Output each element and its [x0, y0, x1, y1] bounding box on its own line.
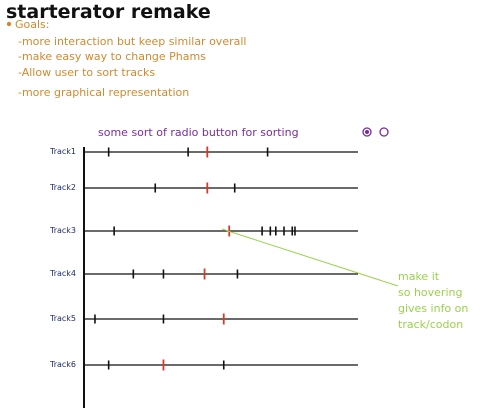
- goal-item: -Allow user to sort tracks: [18, 66, 155, 79]
- sort-radio-button-1[interactable]: [363, 128, 371, 136]
- goal-item: -more interaction but keep similar overa…: [18, 35, 246, 48]
- track-label: Track2: [49, 183, 76, 192]
- annotation-line: gives info on: [398, 302, 468, 315]
- track-label: Track6: [49, 360, 76, 369]
- track-row[interactable]: Track5: [49, 314, 358, 325]
- goal-item: -make easy way to change Phams: [18, 50, 206, 63]
- radio-selected-dot-icon: [365, 130, 369, 134]
- sorting-label: some sort of radio button for sorting: [98, 126, 299, 139]
- annotation-line: so hovering: [398, 286, 462, 299]
- track-row[interactable]: Track4: [49, 269, 358, 280]
- track-row[interactable]: Track3: [49, 226, 358, 237]
- goals-label: Goals:: [15, 18, 50, 31]
- sorting-controls: some sort of radio button for sorting: [98, 126, 388, 139]
- annotation-line: track/codon: [398, 318, 463, 331]
- goals-section: Goals: -more interaction but keep simila…: [7, 18, 247, 99]
- track-row[interactable]: Track2: [49, 183, 358, 194]
- track-label: Track1: [49, 147, 76, 156]
- track-row[interactable]: Track6: [49, 360, 358, 371]
- track-label: Track4: [49, 269, 76, 278]
- track-row[interactable]: Track1: [49, 147, 358, 158]
- annotation-connector-line: [222, 229, 398, 286]
- hover-annotation-note: make it so hovering gives info on track/…: [398, 270, 468, 331]
- sort-radio-button-2[interactable]: [380, 128, 388, 136]
- annotation-line: make it: [398, 270, 440, 283]
- goal-item: -more graphical representation: [18, 86, 189, 99]
- radio-outer-icon: [380, 128, 388, 136]
- track-label: Track3: [49, 226, 76, 235]
- track-label: Track5: [49, 314, 76, 323]
- goals-bullet-icon: [7, 22, 11, 26]
